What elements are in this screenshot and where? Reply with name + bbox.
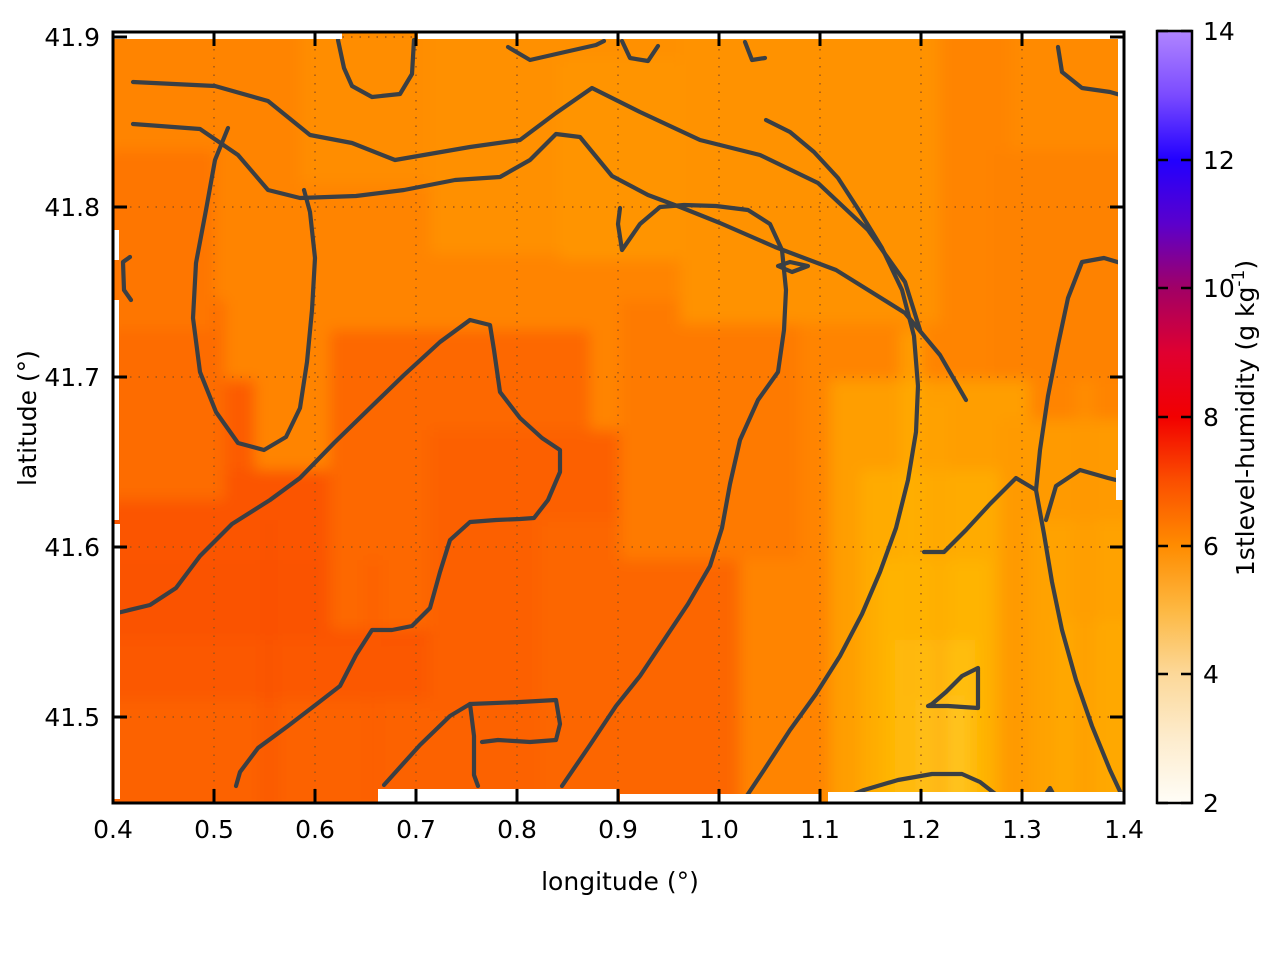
colorbar: 2 4 6 8 10 12 14 1stlevel-humidity (g kg… [1155, 17, 1260, 818]
contour-path [505, 38, 607, 63]
colorbar-tick-label: 10 [1203, 274, 1235, 303]
y-axis-ticks [113, 35, 1124, 719]
contour-path [559, 202, 789, 789]
x-tick-label: 0.9 [598, 815, 638, 844]
y-axis-title: latitude (°) [13, 350, 42, 486]
contour-path [130, 121, 969, 403]
colorbar-title-main: 1stlevel-humidity (g kg [1231, 287, 1260, 576]
x-tick-labels: 0.4 0.5 0.6 0.7 0.8 0.9 1.0 1.1 1.2 1.3 … [93, 815, 1144, 844]
colorbar-tick-label: 14 [1203, 17, 1235, 46]
contour-lines [113, 37, 1124, 803]
y-tick-label: 41.9 [44, 23, 100, 52]
y-tick-labels: 41.5 41.6 41.7 41.8 41.9 [44, 23, 100, 732]
heatmap-field [113, 32, 1124, 803]
x-tick-label: 1.1 [800, 815, 840, 844]
contour-path [921, 475, 1124, 803]
contour-path [739, 117, 921, 803]
contour-path [467, 697, 563, 745]
colorbar-title-tail: ) [1231, 260, 1260, 270]
contour-path [1055, 44, 1124, 99]
colorbar-ticks [1157, 29, 1192, 805]
y-tick-label: 41.6 [44, 533, 100, 562]
contour-path [1043, 467, 1124, 523]
colorbar-tick-label: 12 [1203, 146, 1235, 175]
x-tick-label: 0.6 [295, 815, 335, 844]
colorbar-tick-labels: 2 4 6 8 10 12 14 [1203, 17, 1235, 818]
y-tick-label: 41.5 [44, 703, 100, 732]
contour-path [190, 125, 318, 453]
colorbar-title-superscript: -1 [1229, 270, 1249, 287]
colorbar-tick-label: 6 [1203, 532, 1219, 561]
svg-text:1stlevel-humidity (g kg-1): 1stlevel-humidity (g kg-1) [1229, 260, 1260, 576]
colorbar-tick-label: 8 [1203, 403, 1219, 432]
x-tick-label: 1.2 [901, 815, 941, 844]
x-tick-label: 0.7 [396, 815, 436, 844]
x-tick-label: 0.8 [497, 815, 537, 844]
x-axis-ticks [111, 32, 1126, 803]
x-tick-label: 1.0 [699, 815, 739, 844]
colorbar-axis-title: 1stlevel-humidity (g kg-1) [1229, 260, 1260, 576]
contour-path [335, 37, 417, 100]
x-axis-title: longitude (°) [541, 867, 699, 896]
x-tick-label: 0.4 [93, 815, 133, 844]
colorbar-tick-label: 4 [1203, 660, 1219, 689]
y-tick-label: 41.7 [44, 363, 100, 392]
contour-path [113, 317, 563, 789]
contour-path [120, 254, 134, 303]
x-tick-label: 0.5 [194, 815, 234, 844]
contour-path [1033, 255, 1124, 493]
y-tick-label: 41.8 [44, 193, 100, 222]
contour-path [775, 259, 811, 275]
x-tick-label: 1.4 [1104, 815, 1144, 844]
contour-path [130, 79, 923, 333]
colorbar-tick-label: 2 [1203, 789, 1219, 818]
contour-path [742, 39, 768, 63]
contour-path [619, 38, 661, 64]
contour-path [925, 665, 981, 711]
x-tick-label: 1.3 [1002, 815, 1042, 844]
